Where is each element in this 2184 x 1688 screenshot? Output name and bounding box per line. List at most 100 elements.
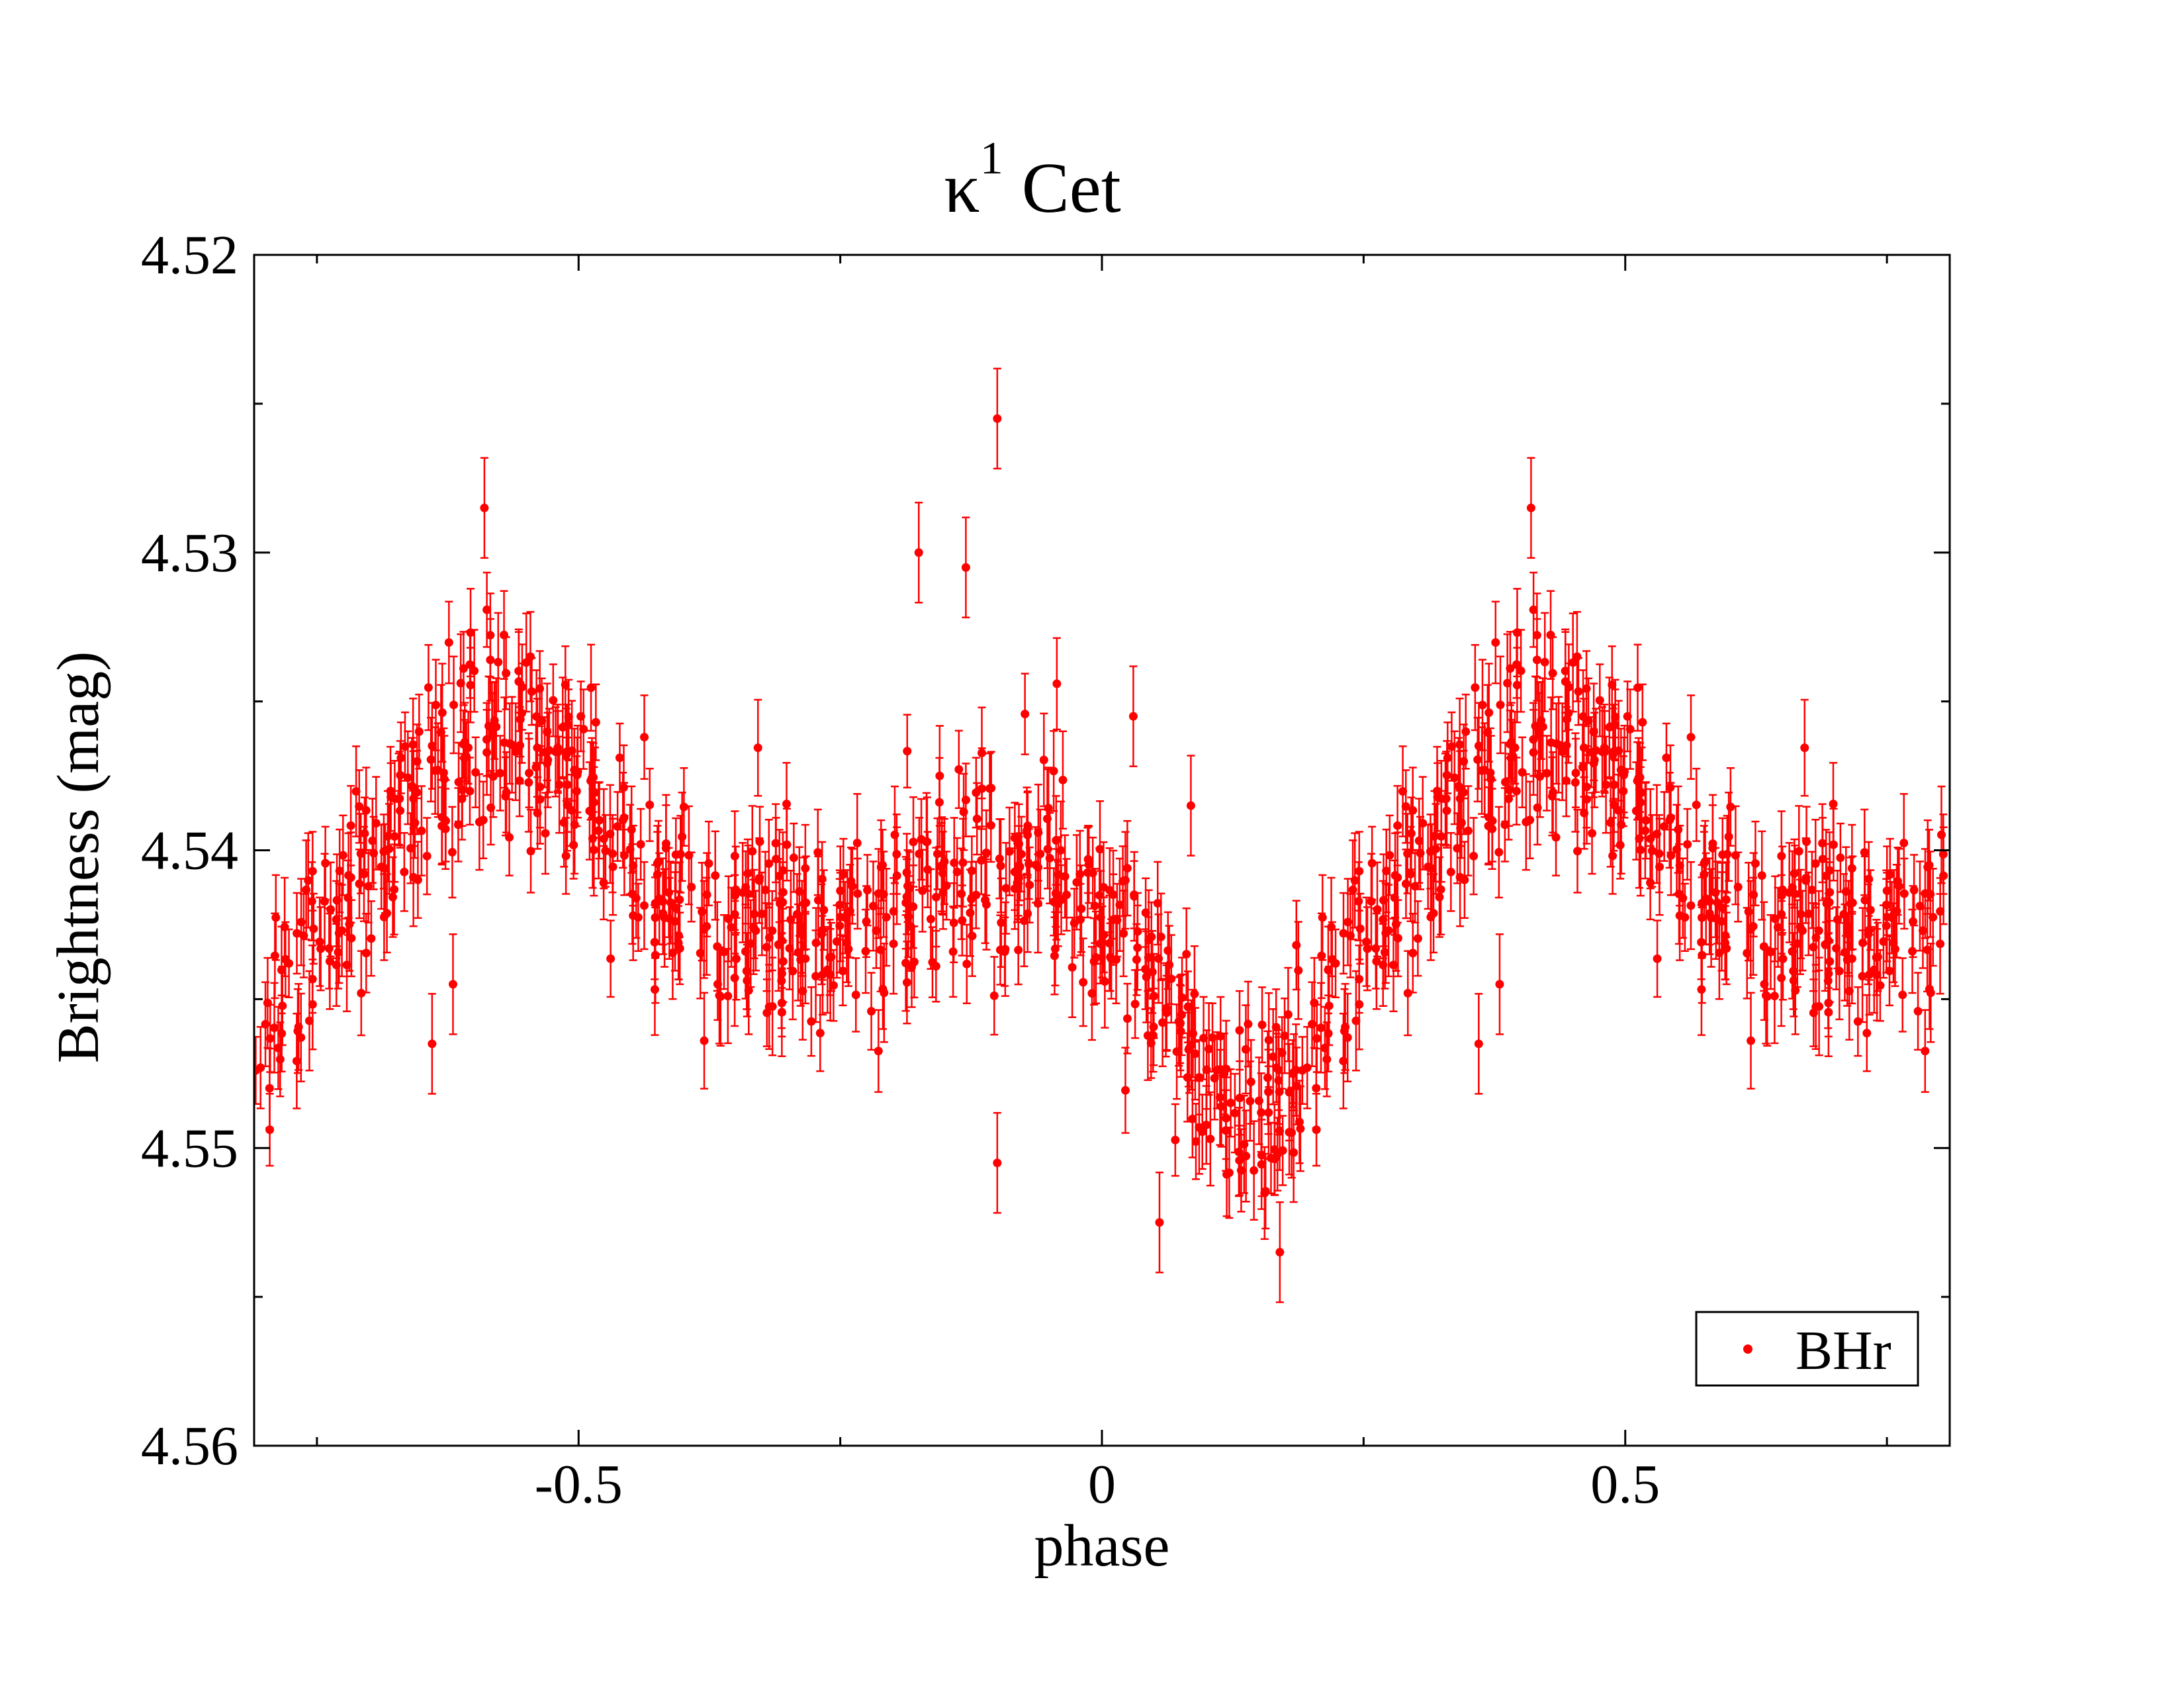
data-point xyxy=(671,850,680,859)
data-point xyxy=(1257,1160,1266,1169)
data-point xyxy=(892,871,901,880)
data-point xyxy=(502,788,511,797)
data-point xyxy=(818,970,827,979)
data-point xyxy=(532,712,541,721)
data-point xyxy=(981,848,991,857)
data-point xyxy=(627,825,636,834)
data-point xyxy=(829,981,838,990)
data-point xyxy=(1733,882,1743,892)
data-point xyxy=(1886,870,1895,879)
data-point xyxy=(1105,939,1114,948)
data-point xyxy=(1766,947,1775,957)
data-point xyxy=(1254,1096,1263,1105)
data-point xyxy=(653,859,662,868)
data-point xyxy=(1698,951,1707,960)
data-point xyxy=(1496,700,1505,710)
data-point xyxy=(1722,944,1731,953)
data-point xyxy=(1077,904,1086,914)
data-point xyxy=(1600,743,1609,753)
data-point xyxy=(449,700,459,710)
data-point xyxy=(285,959,294,968)
series-bhr xyxy=(254,367,1948,1303)
data-point xyxy=(591,718,600,727)
data-point xyxy=(618,816,627,825)
data-point xyxy=(422,851,432,861)
data-point xyxy=(1045,853,1054,863)
data-point xyxy=(1088,868,1097,878)
data-point xyxy=(351,786,361,796)
data-point xyxy=(1274,1076,1283,1085)
data-point xyxy=(1406,869,1415,878)
data-point xyxy=(1811,859,1820,868)
data-point xyxy=(1393,821,1402,830)
data-point xyxy=(1385,851,1394,860)
data-point xyxy=(496,769,505,778)
data-point xyxy=(949,918,958,927)
data-point xyxy=(977,856,986,865)
data-point xyxy=(1122,1014,1132,1023)
data-point xyxy=(1242,1151,1251,1160)
data-point xyxy=(1058,775,1068,784)
data-point xyxy=(364,882,373,891)
data-point xyxy=(760,885,770,894)
data-point xyxy=(1899,889,1909,898)
data-point xyxy=(1721,895,1731,904)
data-point xyxy=(1672,845,1681,854)
data-point xyxy=(738,888,747,897)
data-point xyxy=(1898,990,1907,1000)
data-point xyxy=(778,866,788,875)
data-point xyxy=(1401,802,1410,811)
data-point xyxy=(786,915,796,924)
data-point xyxy=(978,748,987,757)
data-point xyxy=(723,992,733,1001)
data-point xyxy=(1087,989,1097,998)
data-point xyxy=(1068,962,1077,972)
data-point xyxy=(482,735,491,744)
data-point xyxy=(564,720,573,729)
data-point xyxy=(1163,946,1173,955)
data-point xyxy=(1050,944,1060,953)
data-point xyxy=(589,798,598,807)
data-point xyxy=(801,864,810,873)
data-point xyxy=(743,869,752,878)
data-point xyxy=(1167,974,1176,984)
data-point xyxy=(1494,847,1504,857)
data-point xyxy=(299,931,308,941)
data-point xyxy=(433,765,443,774)
data-point xyxy=(606,954,615,963)
data-point xyxy=(1280,1031,1289,1041)
data-point xyxy=(935,771,944,780)
data-point xyxy=(1761,991,1770,1000)
data-point xyxy=(1283,1010,1293,1019)
data-point xyxy=(1275,1248,1285,1257)
data-point xyxy=(874,889,883,898)
data-point xyxy=(1484,708,1494,718)
data-point xyxy=(771,839,780,848)
data-point xyxy=(588,834,597,843)
data-point xyxy=(1692,800,1701,810)
data-point xyxy=(1109,915,1118,924)
data-point xyxy=(1398,786,1408,796)
data-point xyxy=(754,876,764,885)
data-point xyxy=(1506,739,1515,749)
data-point xyxy=(439,774,449,784)
data-point xyxy=(1097,937,1107,947)
data-point xyxy=(1829,840,1838,849)
data-point xyxy=(1572,652,1582,661)
data-point xyxy=(1726,802,1735,812)
data-point xyxy=(942,881,951,890)
data-point xyxy=(1351,1016,1361,1025)
data-point xyxy=(1474,1039,1483,1049)
data-point xyxy=(1339,929,1348,938)
data-point xyxy=(1216,1031,1225,1041)
data-point xyxy=(1899,839,1909,848)
data-point xyxy=(428,1039,437,1049)
data-point xyxy=(1491,638,1500,647)
data-point xyxy=(292,1056,301,1066)
data-point xyxy=(835,900,844,910)
data-point xyxy=(1777,973,1786,982)
y-tick-label: 4.52 xyxy=(141,224,238,286)
data-point xyxy=(1915,902,1925,911)
data-point xyxy=(1289,1148,1298,1157)
data-point xyxy=(368,836,377,845)
